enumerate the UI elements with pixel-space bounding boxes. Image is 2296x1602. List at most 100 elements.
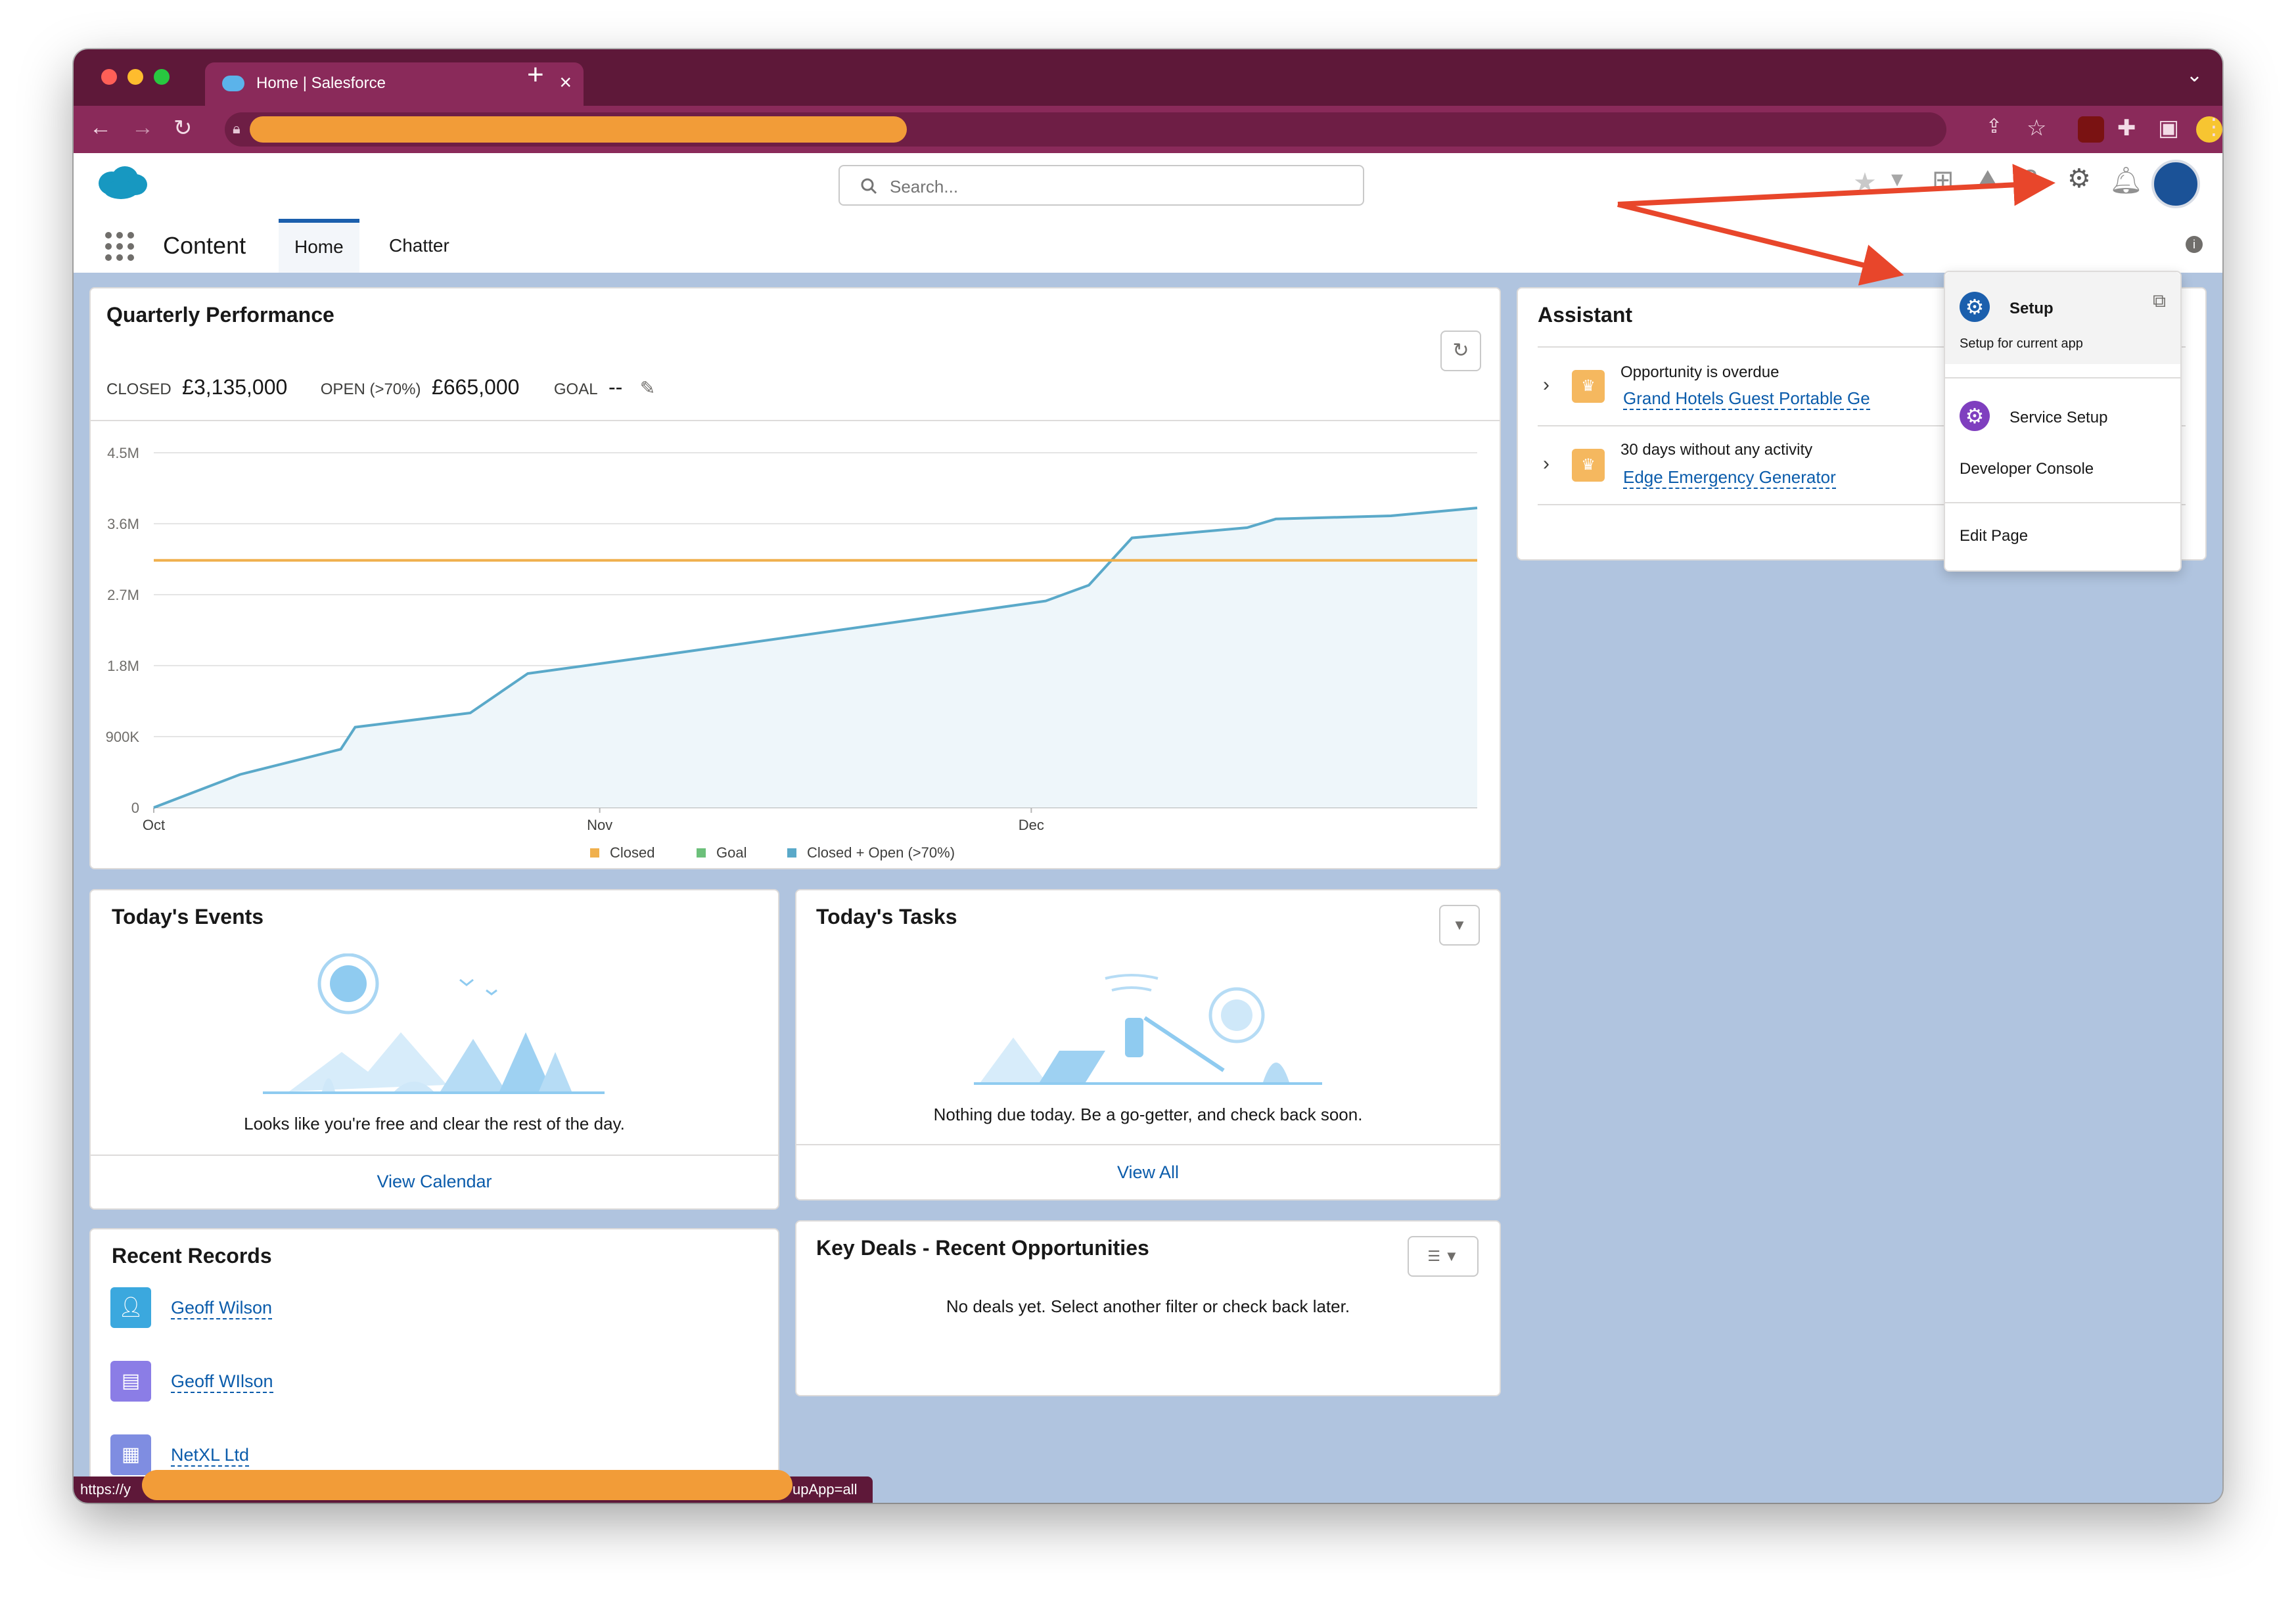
edit-goal-pencil-icon[interactable]: ✎ bbox=[639, 378, 656, 398]
info-icon[interactable]: i bbox=[2186, 236, 2203, 253]
kpi-row: CLOSED £3,135,000 OPEN (>70%) £665,000 G… bbox=[106, 375, 655, 400]
key-deals-card: Key Deals - Recent Opportunities ☰ ▼ No … bbox=[795, 1220, 1501, 1396]
back-arrow-icon[interactable]: ← bbox=[89, 115, 112, 140]
maximize-window-icon[interactable] bbox=[154, 69, 170, 85]
chart-legend-label: Closed bbox=[610, 844, 654, 861]
opportunity-crown-icon: ♛ bbox=[1572, 449, 1605, 482]
browser-window: Home | Salesforce × + ⌄ ← → ↻ 🔒︎ ⇪ ☆ ✚ ▣ bbox=[74, 49, 2222, 1503]
recent-record-link[interactable]: Geoff WIlson bbox=[171, 1371, 273, 1393]
chart-x-tick-label: Dec bbox=[1019, 817, 1044, 833]
app-launcher-icon[interactable] bbox=[105, 232, 134, 261]
todays-events-title: Today's Events bbox=[112, 905, 264, 928]
close-tab-icon[interactable]: × bbox=[559, 70, 572, 94]
reload-icon[interactable]: ↻ bbox=[173, 116, 193, 141]
minimize-window-icon[interactable] bbox=[127, 69, 143, 85]
chart-legend-swatch bbox=[787, 848, 796, 858]
search-icon bbox=[861, 178, 877, 195]
tasks-message: Nothing due today. Be a go-getter, and c… bbox=[933, 1105, 1363, 1124]
deals-filter-button[interactable]: ☰ ▼ bbox=[1408, 1236, 1479, 1277]
open-label: OPEN (>70%) bbox=[320, 380, 421, 398]
annotation-arrow-to-setup bbox=[1617, 202, 1904, 286]
setup-label[interactable]: Setup bbox=[2009, 300, 2054, 317]
browser-menu-icon[interactable]: ⋮ bbox=[2203, 114, 2222, 139]
tab-list-chevron-icon[interactable]: ⌄ bbox=[2186, 64, 2203, 86]
expand-chevron-icon[interactable]: › bbox=[1543, 453, 1550, 474]
recent-records-card: Recent Records 👤︎ Geoff Wilson ▤ Geoff W… bbox=[89, 1228, 779, 1503]
open-new-window-icon[interactable]: ⧉ bbox=[2153, 290, 2166, 311]
salesforce-favicon-icon bbox=[222, 76, 244, 91]
browser-tabbar: Home | Salesforce × + ⌄ bbox=[74, 49, 2222, 106]
chart-y-tick-label: 1.8M bbox=[107, 658, 139, 674]
tasks-dropdown-button[interactable]: ▼ bbox=[1439, 905, 1480, 946]
address-bar[interactable]: 🔒︎ bbox=[225, 112, 1946, 147]
app-name: Content bbox=[163, 232, 246, 259]
kpi-divider bbox=[91, 420, 1500, 421]
salesforce-logo-icon[interactable] bbox=[95, 164, 150, 200]
bookmark-star-icon[interactable]: ☆ bbox=[2027, 116, 2047, 141]
view-calendar-link[interactable]: View Calendar bbox=[377, 1172, 492, 1191]
salesforce-header: Search... ★ ▾ ⊞ ⛰ ? ⚙ 🔔︎ bbox=[74, 153, 2222, 219]
assistant-item-divider bbox=[1538, 425, 2186, 426]
close-window-icon[interactable] bbox=[101, 69, 117, 85]
assistant-item-heading: 30 days without any activity bbox=[1620, 441, 1813, 459]
share-icon[interactable]: ⇪ bbox=[1986, 116, 2003, 137]
recent-record-link[interactable]: NetXL Ltd bbox=[171, 1445, 250, 1467]
chart-y-tick-label: 2.7M bbox=[107, 587, 139, 603]
quarterly-performance-title: Quarterly Performance bbox=[106, 303, 334, 327]
account-icon: ▦ bbox=[110, 1434, 151, 1475]
quarterly-chart: 0 900K 1.8M 2.7M 3.6M 4.5M Oct Nov Dec Closed Goal… bbox=[106, 445, 1478, 861]
browser-tab[interactable]: Home | Salesforce × bbox=[205, 62, 584, 106]
chart-x-tick-label: Oct bbox=[143, 817, 165, 833]
new-tab-icon[interactable]: + bbox=[527, 58, 544, 91]
closed-label: CLOSED bbox=[106, 380, 172, 398]
tab-home[interactable]: Home bbox=[279, 219, 359, 277]
recent-record-link[interactable]: Geoff Wilson bbox=[171, 1298, 273, 1319]
status-url-suffix: upApp=all bbox=[792, 1481, 858, 1498]
tab-chatter[interactable]: Chatter bbox=[389, 235, 449, 256]
setup-dropdown-menu: ⚙ Setup ⧉ Setup for current app ⚙ Servic… bbox=[1944, 271, 2182, 572]
events-message: Looks like you're free and clear the res… bbox=[244, 1114, 625, 1133]
edit-page-item[interactable]: Edit Page bbox=[1960, 527, 2029, 545]
beach-illustration-icon bbox=[974, 974, 1322, 1085]
service-setup-item[interactable]: Service Setup bbox=[2009, 409, 2108, 426]
favorites-dropdown-icon[interactable]: ▾ bbox=[1891, 165, 1904, 192]
key-deals-title: Key Deals - Recent Opportunities bbox=[816, 1236, 1149, 1260]
side-panel-icon[interactable]: ▣ bbox=[2158, 116, 2180, 141]
assistant-item-link[interactable]: Grand Hotels Guest Portable Ge bbox=[1623, 388, 1870, 410]
tab-title: Home | Salesforce bbox=[256, 74, 386, 92]
view-all-tasks-link[interactable]: View All bbox=[1116, 1162, 1180, 1182]
lock-icon: 🔒︎ bbox=[233, 120, 241, 137]
chart-legend-label: Goal bbox=[716, 844, 746, 861]
developer-console-item[interactable]: Developer Console bbox=[1960, 460, 2094, 478]
global-search-input[interactable]: Search... bbox=[838, 165, 1364, 206]
dropdown-divider bbox=[1945, 502, 2180, 503]
browser-toolbar: ← → ↻ 🔒︎ ⇪ ☆ ✚ ▣ bbox=[74, 106, 2222, 153]
refresh-button[interactable]: ↻ bbox=[1440, 331, 1481, 371]
goal-value: -- bbox=[608, 375, 623, 399]
chart-legend-swatch bbox=[697, 848, 706, 858]
chart-legend-label: Closed + Open (>70%) bbox=[807, 844, 955, 861]
status-url-prefix: https://y bbox=[80, 1481, 131, 1498]
assistant-item-link[interactable]: Edge Emergency Generator bbox=[1623, 467, 1836, 489]
open-value: £665,000 bbox=[431, 375, 520, 399]
status-url-redaction bbox=[142, 1470, 792, 1500]
user-avatar[interactable] bbox=[2151, 160, 2200, 208]
ublock-extension-icon[interactable] bbox=[2078, 116, 2104, 143]
closed-value: £3,135,000 bbox=[182, 375, 288, 399]
setup-subtitle: Setup for current app bbox=[1960, 336, 2083, 351]
extensions-puzzle-icon[interactable]: ✚ bbox=[2117, 116, 2136, 141]
profile-icon[interactable] bbox=[2196, 116, 2222, 143]
annotation-arrows bbox=[1617, 164, 2055, 286]
notifications-bell-icon[interactable]: 🔔︎ bbox=[2109, 166, 2143, 195]
chart-y-tick-label: 4.5M bbox=[107, 445, 139, 461]
chart-y-tick-label: 3.6M bbox=[107, 516, 139, 532]
forward-arrow-icon[interactable]: → bbox=[131, 115, 154, 140]
expand-chevron-icon[interactable]: › bbox=[1543, 374, 1550, 396]
assistant-item-divider bbox=[1538, 504, 2186, 505]
setup-gear-icon[interactable]: ⚙ bbox=[2067, 164, 2091, 193]
events-divider bbox=[91, 1155, 778, 1156]
quarterly-performance-card: Quarterly Performance ↻ CLOSED £3,135,00… bbox=[89, 287, 1501, 869]
camping-illustration-icon bbox=[263, 953, 605, 1094]
service-setup-gear-icon: ⚙ bbox=[1960, 401, 1990, 431]
link-status-bar: https://y upApp=all bbox=[74, 1470, 873, 1503]
